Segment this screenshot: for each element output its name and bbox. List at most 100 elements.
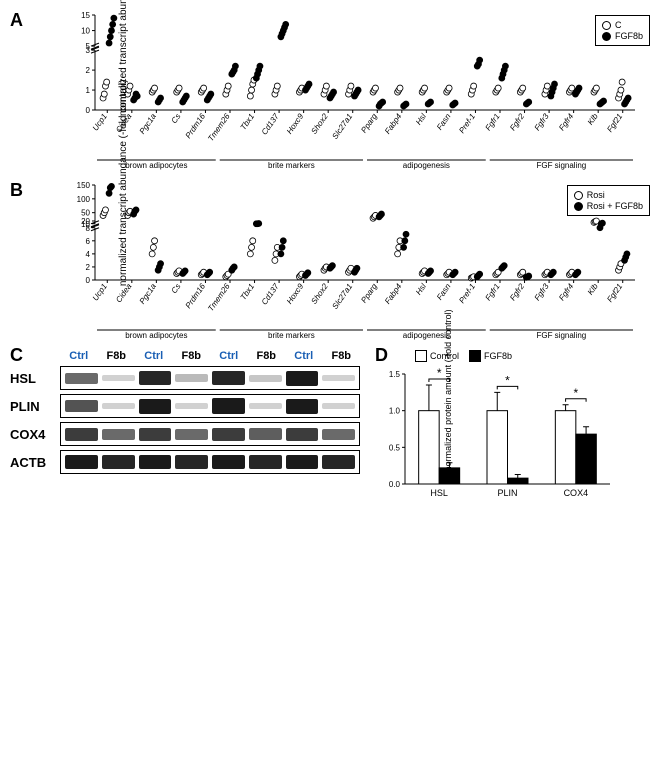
svg-text:0: 0 xyxy=(86,106,91,115)
svg-text:Cd137: Cd137 xyxy=(260,112,281,137)
panel-c: C CtrlF8bCtrlF8bCtrlF8bCtrlF8b HSLPLINCO… xyxy=(10,350,360,504)
svg-text:0: 0 xyxy=(86,276,91,285)
band xyxy=(102,455,135,469)
western-header: CtrlF8bCtrlF8bCtrlF8bCtrlF8b xyxy=(60,350,360,362)
svg-text:Fgfr1: Fgfr1 xyxy=(484,282,502,302)
svg-text:Tmem26: Tmem26 xyxy=(206,112,232,143)
svg-text:Pref-1: Pref-1 xyxy=(457,112,477,135)
svg-text:Fgfr2: Fgfr2 xyxy=(508,112,526,133)
band xyxy=(102,375,135,382)
svg-text:1.0: 1.0 xyxy=(389,407,401,416)
svg-text:Fgfr4: Fgfr4 xyxy=(557,282,575,303)
band xyxy=(249,375,282,382)
band-box xyxy=(60,450,360,474)
band xyxy=(212,455,245,470)
band xyxy=(139,399,172,414)
panel-a-label: A xyxy=(10,10,23,31)
western-header-label: F8b xyxy=(248,350,286,362)
legend-marker xyxy=(574,202,583,211)
svg-text:6: 6 xyxy=(86,237,91,246)
panel-d-ylabel: normalized protein amount (-fold control… xyxy=(443,309,453,471)
svg-text:Fgfr4: Fgfr4 xyxy=(557,112,575,133)
panel-b-ylabel: normalized transcript abundance (-fold c… xyxy=(118,79,129,286)
legend-marker xyxy=(574,191,583,200)
svg-text:Pparg: Pparg xyxy=(359,282,379,305)
western-row: COX4 xyxy=(10,422,360,446)
band xyxy=(175,374,208,382)
svg-text:*: * xyxy=(505,373,510,387)
band-box xyxy=(60,422,360,446)
svg-text:brite markers: brite markers xyxy=(268,161,315,170)
svg-text:100: 100 xyxy=(77,195,91,204)
svg-text:15: 15 xyxy=(81,11,90,20)
svg-text:1.5: 1.5 xyxy=(389,370,401,379)
svg-text:Ucp1: Ucp1 xyxy=(91,282,109,302)
bar-legend-text: FGF8b xyxy=(484,351,512,361)
western-row: PLIN xyxy=(10,394,360,418)
band xyxy=(322,455,355,469)
svg-text:0.5: 0.5 xyxy=(389,443,401,452)
svg-text:Fgfr1: Fgfr1 xyxy=(484,112,502,132)
svg-text:adipogenesis: adipogenesis xyxy=(403,161,450,170)
svg-text:Fgf21: Fgf21 xyxy=(605,112,624,134)
svg-text:Tmem26: Tmem26 xyxy=(206,282,232,313)
panel-b-label: B xyxy=(10,180,23,201)
legend-marker xyxy=(602,21,611,30)
legend-item: Rosi + FGF8b xyxy=(574,201,643,211)
svg-text:*: * xyxy=(437,366,442,380)
svg-text:5: 5 xyxy=(86,42,91,51)
band-box xyxy=(60,394,360,418)
panel-a-legend: CFGF8b xyxy=(595,15,650,46)
svg-text:FGF signaling: FGF signaling xyxy=(536,161,586,170)
western-header-label: Ctrl xyxy=(210,350,248,362)
band xyxy=(286,371,319,386)
band-box xyxy=(60,366,360,390)
band xyxy=(175,403,208,410)
svg-text:Prdm16: Prdm16 xyxy=(184,282,208,311)
western-row: HSL xyxy=(10,366,360,390)
svg-text:Klb: Klb xyxy=(586,282,600,297)
western-header-label: F8b xyxy=(323,350,361,362)
legend-text: Rosi + FGF8b xyxy=(587,201,643,211)
svg-text:Hsl: Hsl xyxy=(414,282,428,297)
band xyxy=(322,429,355,440)
svg-text:150: 150 xyxy=(77,181,91,190)
svg-text:Fasn: Fasn xyxy=(435,112,453,132)
band xyxy=(139,371,172,385)
band xyxy=(286,428,319,441)
panel-d-label: D xyxy=(375,345,388,366)
svg-text:Hoxc9: Hoxc9 xyxy=(285,112,306,136)
svg-text:*: * xyxy=(573,386,578,400)
band xyxy=(249,403,282,410)
bar-legend-item: FGF8b xyxy=(469,350,512,362)
legend-text: Rosi xyxy=(587,190,605,200)
legend-item: FGF8b xyxy=(602,31,643,41)
panel-b-chart: normalized transcript abundance (-fold c… xyxy=(60,180,660,340)
svg-text:50: 50 xyxy=(81,209,90,218)
svg-text:Shox2: Shox2 xyxy=(309,112,330,136)
panel-c-label: C xyxy=(10,345,23,366)
panel-a-chart: normalized transcript abundance (-fold c… xyxy=(60,10,660,170)
band xyxy=(322,403,355,410)
panel-b: B normalized transcript abundance (-fold… xyxy=(10,180,660,340)
svg-text:Pparg: Pparg xyxy=(359,112,379,135)
svg-text:Shox2: Shox2 xyxy=(309,282,330,306)
panel-b-svg: 02468102050100150Ucp1CideaPgc1aCsPrdm16T… xyxy=(60,180,640,340)
legend-text: FGF8b xyxy=(615,31,643,41)
svg-text:0.0: 0.0 xyxy=(389,480,401,489)
svg-text:FGF signaling: FGF signaling xyxy=(536,331,586,340)
legend-item: Rosi xyxy=(574,190,643,200)
svg-text:1: 1 xyxy=(86,86,91,95)
western-row-label: PLIN xyxy=(10,399,60,414)
band xyxy=(65,400,98,412)
svg-text:Tbx1: Tbx1 xyxy=(239,282,257,302)
band xyxy=(102,403,135,410)
svg-text:Tbx1: Tbx1 xyxy=(239,112,257,132)
band xyxy=(322,375,355,382)
western-row-label: HSL xyxy=(10,371,60,386)
band xyxy=(249,455,282,469)
band xyxy=(65,455,98,470)
svg-text:Fgfr2: Fgfr2 xyxy=(508,282,526,303)
svg-text:Fabp4: Fabp4 xyxy=(383,282,404,306)
western-row-label: COX4 xyxy=(10,427,60,442)
